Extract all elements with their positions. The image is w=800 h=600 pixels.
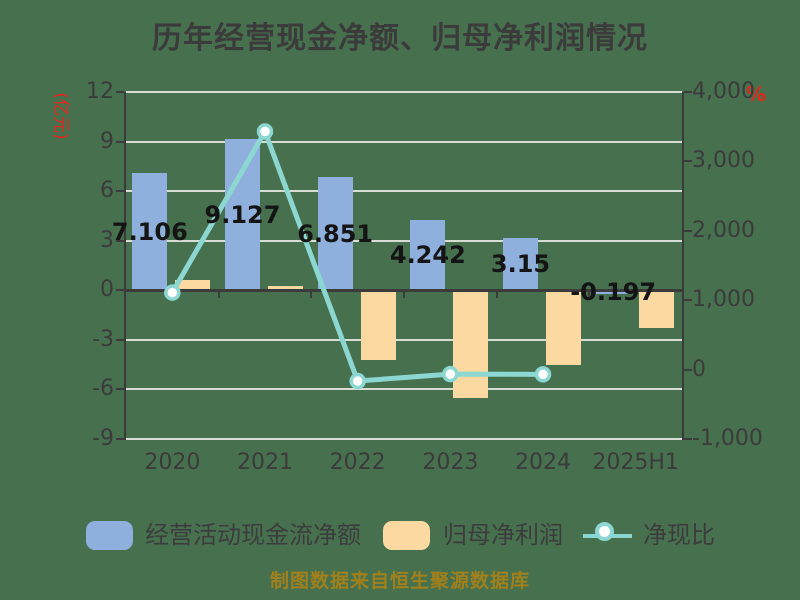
right-axis-tick-label: 4,000 [692, 79, 755, 104]
ocf-bar-2024 [503, 238, 538, 291]
line-point-marker [442, 365, 459, 383]
line-point-marker [164, 284, 181, 301]
x-axis-tick [310, 291, 313, 298]
left-axis-tick [116, 239, 124, 242]
left-axis-tick-label: 9 [100, 128, 114, 154]
x-axis-category-label: 2020 [144, 450, 201, 475]
right-axis-tick-label: 3,000 [692, 148, 755, 174]
left-axis-tick-label: 0 [100, 277, 114, 303]
x-axis-tick [403, 291, 405, 298]
ocf-bar-2022 [317, 177, 353, 291]
right-axis-tick [684, 160, 692, 163]
right-axis-unit-label: % [746, 82, 767, 106]
ocf-bar-2025H1 [595, 290, 631, 294]
left-axis-spine [124, 92, 126, 440]
right-axis-tick [684, 91, 692, 93]
right-axis-tick-label: 2,000 [692, 217, 755, 243]
left-axis-tick [116, 338, 124, 341]
netprofit-bar-2025H1 [638, 290, 674, 329]
netprofit-bar-2022 [360, 290, 396, 360]
line-point-marker [349, 372, 366, 390]
right-axis-tick [684, 229, 692, 232]
left-axis-tick [116, 190, 124, 193]
legend-swatch-operating-cash-flow [86, 521, 133, 550]
legend-label-operating-cash-flow: 经营活动现金流净额 [145, 521, 361, 549]
left-axis-tick-label: -9 [92, 426, 114, 451]
ocf-value-label-2023: 4.242 [389, 241, 466, 270]
gridline [126, 140, 682, 143]
cash_ratio-line-series [164, 123, 552, 390]
left-axis-tick-label: 12 [86, 79, 114, 104]
x-axis-category-label: 2025H1 [592, 450, 679, 475]
x-axis-category-label: 2021 [237, 450, 293, 475]
legend-marker-cash-ratio [583, 521, 632, 550]
netprofit-bar-2021 [268, 285, 303, 291]
cash-ratio-line [170, 125, 544, 384]
right-axis-tick-label: -1,000 [692, 426, 763, 451]
chart-title: 历年经营现金净额、归母净利润情况 [152, 21, 648, 56]
gridline [126, 239, 682, 242]
gridline [126, 190, 682, 193]
left-axis-tick-label: 3 [100, 227, 114, 253]
line-point-marker [256, 123, 274, 140]
gridline [126, 338, 682, 341]
line-point-marker [534, 366, 552, 383]
ocf-value-label-2025H1: -0.197 [570, 277, 657, 306]
left-axis-tick [116, 91, 124, 93]
ocf-value-label-2022: 6.851 [297, 219, 374, 248]
netprofit-bar-2023 [453, 290, 489, 398]
ocf-bar-2021 [225, 139, 260, 291]
x-axis-category-label: 2024 [515, 450, 571, 475]
right-axis-tick [684, 299, 692, 302]
legend-label-cash-ratio: 净现比 [643, 521, 715, 549]
x-axis-tick [217, 291, 220, 298]
ocf-value-label-2021: 9.127 [204, 200, 281, 229]
ocf-value-label-2024: 3.15 [490, 250, 551, 279]
x-axis-tick [495, 291, 498, 298]
left-axis-tick-label: 6 [100, 178, 114, 204]
right-axis-tick-label: 0 [692, 356, 706, 382]
right-axis-tick-label: 1,000 [692, 287, 755, 313]
netprofit-bar-2020 [175, 279, 211, 291]
ocf-bar-2023 [410, 220, 446, 291]
right-axis-tick [684, 368, 692, 371]
left-axis-tick [116, 289, 124, 292]
legend-label-net-profit: 归母净利润 [443, 521, 563, 549]
left-axis-tick-label: -6 [92, 376, 114, 402]
x-axis-category-label: 2022 [329, 450, 386, 475]
left-axis-tick [116, 388, 124, 391]
legend-swatch-net-profit [383, 521, 430, 550]
left-axis-tick [116, 140, 124, 143]
plot-area: 7.106 9.127 6.851 4.242 3.15 -0.197 [112, 91, 692, 440]
legend-circle-marker-icon [595, 522, 614, 541]
ocf-bar-2020 [132, 172, 168, 291]
gridline [126, 388, 682, 391]
zero-baseline [126, 288, 682, 292]
left-axis-tick-label: -3 [92, 326, 114, 352]
gridline [126, 91, 682, 93]
left-axis-tick [116, 438, 124, 440]
right-axis-spine [682, 92, 684, 440]
netprofit-bar-2024 [546, 290, 581, 365]
ocf-value-label-2020: 7.106 [111, 217, 188, 246]
data-source-footer: 制图数据来自恒生聚源数据库 [269, 570, 530, 592]
x-axis-tick [588, 291, 591, 298]
gridline [126, 438, 682, 440]
right-axis-tick [684, 438, 692, 440]
x-axis-category-label: 2023 [422, 450, 479, 475]
